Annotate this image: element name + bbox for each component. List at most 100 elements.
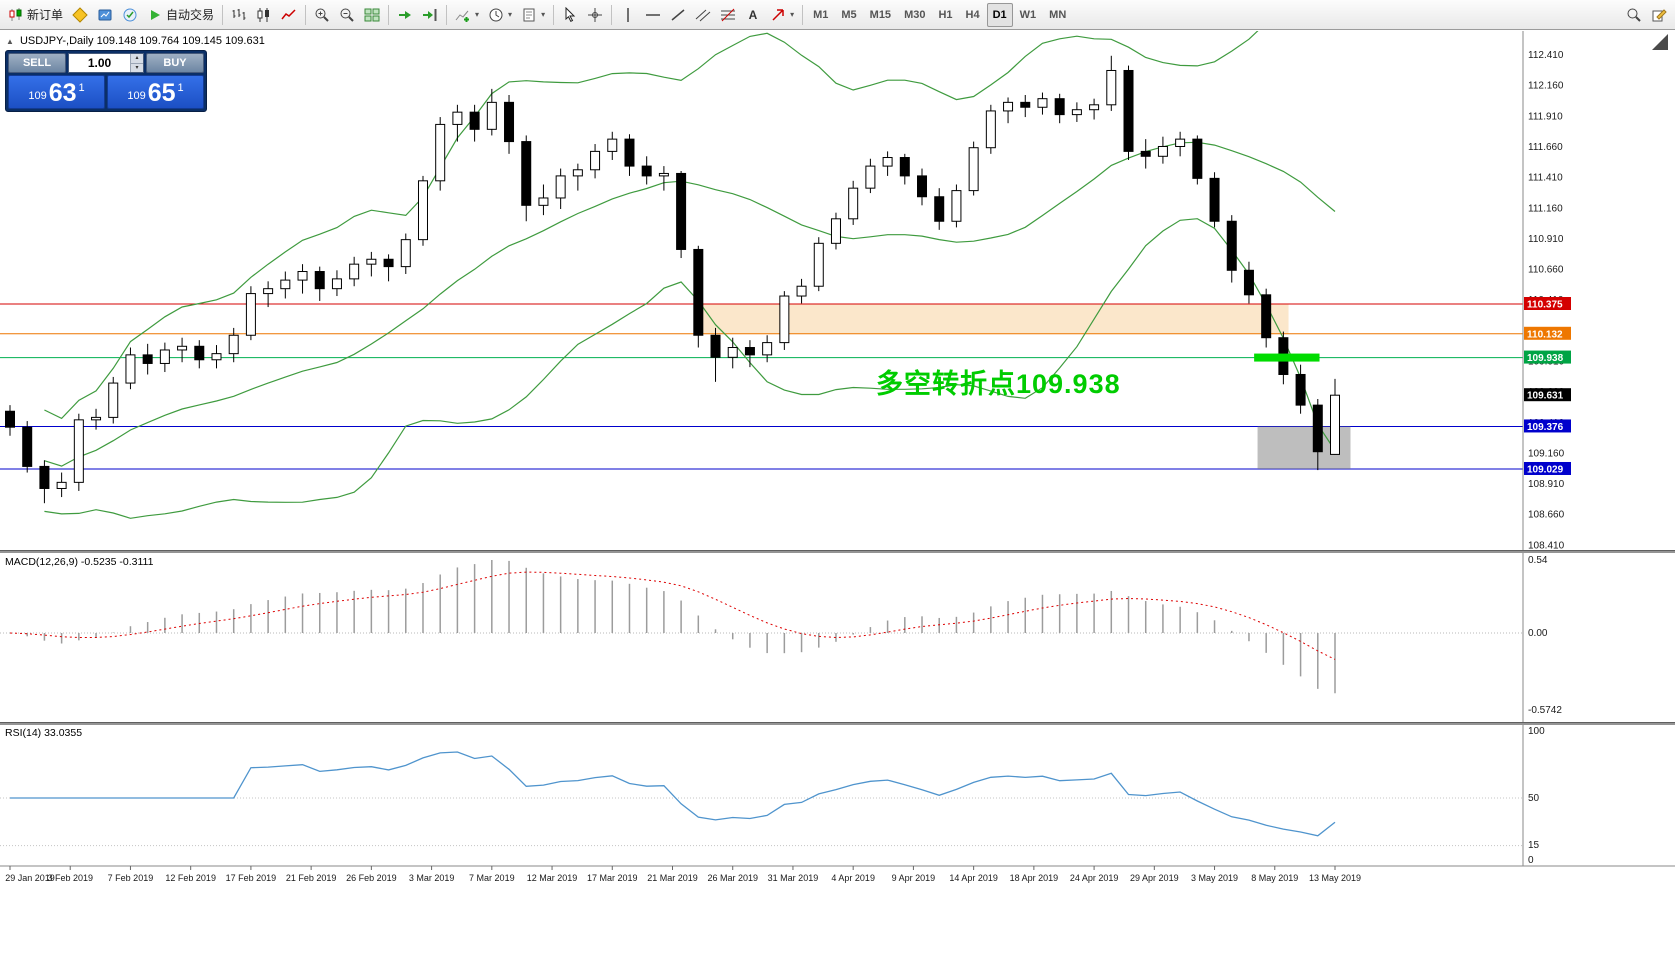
metaeditor-button[interactable] [68,3,92,27]
auto-scroll-button[interactable] [393,3,417,27]
tf-m15-button[interactable]: M15 [864,3,897,27]
panel-divider-macd[interactable] [0,550,1675,553]
signals-button[interactable] [118,3,142,27]
sell-price[interactable]: 109 63 1 [8,75,105,109]
symbol-marker-icon: ▲ [6,37,14,46]
sell-price-sup: 1 [78,82,85,94]
zoom-out-icon [339,7,355,23]
date-axis-label: 12 Mar 2019 [527,873,578,883]
candle [813,242,824,287]
candle [641,165,652,177]
candle [177,345,188,351]
indicators-button[interactable]: ▾ [451,3,483,27]
zoom-in-button[interactable] [310,3,334,27]
price-axis[interactable] [1523,30,1675,866]
candle [5,410,15,428]
channel-button[interactable] [691,3,715,27]
price-axis-label: 112.160 [1528,81,1564,92]
tf-h1-button[interactable]: H1 [932,3,958,27]
compose-button[interactable] [1647,3,1671,27]
toolbar-label: D1 [992,8,1007,21]
tf-h4-button[interactable]: H4 [960,3,986,27]
macd-panel[interactable] [0,553,1523,721]
candle [951,190,962,222]
time-axis[interactable] [0,866,1675,892]
signals-icon [122,7,138,23]
tf-w1-button[interactable]: W1 [1014,3,1043,27]
autotrading-button[interactable]: 自动交易 [143,3,218,27]
date-axis-label: 29 Jan 2019 [5,873,55,883]
candle [486,101,497,130]
bars-chart-button[interactable] [227,3,251,27]
buy-button[interactable]: BUY [146,53,204,73]
candle [314,271,325,290]
line-chart-button[interactable] [277,3,301,27]
horizontal-line-button[interactable] [641,3,665,27]
candle [899,157,910,177]
cursor-button[interactable] [558,3,582,27]
trendline-button[interactable] [666,3,690,27]
buy-price-big: 65 [147,79,176,107]
vertical-line-button[interactable] [616,3,640,27]
fibonacci-button[interactable] [716,3,740,27]
candle [435,123,446,182]
sell-price-big: 63 [48,79,77,107]
candle [830,218,841,244]
tile-windows-button[interactable] [360,3,384,27]
templates-button[interactable]: ▾ [517,3,549,27]
price-axis-label: 108.660 [1528,510,1565,521]
price-tag [1524,388,1571,402]
toolbar-label: 新订单 [27,8,64,22]
candle [263,288,274,295]
date-axis-label: 7 Feb 2019 [108,873,154,883]
date-axis-label: 7 Mar 2019 [469,873,515,883]
toolbar-label: MN [1049,8,1067,21]
tf-mn-button[interactable]: MN [1043,3,1072,27]
candle [917,175,928,198]
tf-d1-button[interactable]: D1 [986,2,1013,27]
volume-input[interactable] [69,54,130,72]
candle [1037,98,1048,108]
search-button[interactable] [1622,3,1646,27]
toolbar-separator [446,4,448,25]
price-axis-label: 111.410 [1528,173,1563,184]
date-axis-label: 24 Apr 2019 [1070,873,1119,883]
price-tag [1524,419,1571,433]
quote-ohlc: 109.148 109.764 109.145 109.631 [96,35,265,47]
tf-m30-button[interactable]: M30 [898,3,931,27]
auto-scroll-icon [397,7,413,23]
date-axis-label: 3 May 2019 [1191,873,1238,883]
price-axis-label: 108.410 [1528,540,1565,551]
rsi-panel[interactable] [0,725,1523,865]
panel-divider-rsi[interactable] [0,722,1675,725]
buy-price[interactable]: 109 65 1 [107,75,204,109]
arrows-button[interactable]: ▾ [766,3,798,27]
new-order-button[interactable]: 新订单 [4,3,67,27]
zoom-out-button[interactable] [335,3,359,27]
one-click-trading-panel: SELL ▴ ▾ BUY 109 63 1 109 65 1 [5,50,207,112]
volume-up-button[interactable]: ▴ [131,54,143,63]
periods-button[interactable]: ▾ [484,3,516,27]
volume-down-button[interactable]: ▾ [131,62,143,72]
candle [676,172,687,250]
toolbar-separator [802,4,804,25]
candle [744,347,755,356]
tf-m5-button[interactable]: M5 [835,3,862,27]
date-axis-label: 13 May 2019 [1309,873,1361,883]
chart-canvas[interactable] [0,30,1523,550]
market-button[interactable] [93,3,117,27]
price-tag-label: 109.029 [1527,464,1564,475]
svg-text:A: A [749,8,758,22]
sell-button[interactable]: SELL [8,53,66,73]
candle [1312,404,1323,453]
macd-layer [0,560,1523,694]
tf-m1-button[interactable]: M1 [807,3,834,27]
candlestick-chart-button[interactable] [252,3,276,27]
candle [159,349,170,364]
chart-shift-button[interactable] [418,3,442,27]
toolbar-label: 自动交易 [166,8,215,22]
scroll-corner-marker[interactable] [1652,34,1668,50]
price-axis-label: 111.910 [1528,111,1563,122]
text-button[interactable]: A [741,3,765,27]
crosshair-button[interactable] [583,3,607,27]
